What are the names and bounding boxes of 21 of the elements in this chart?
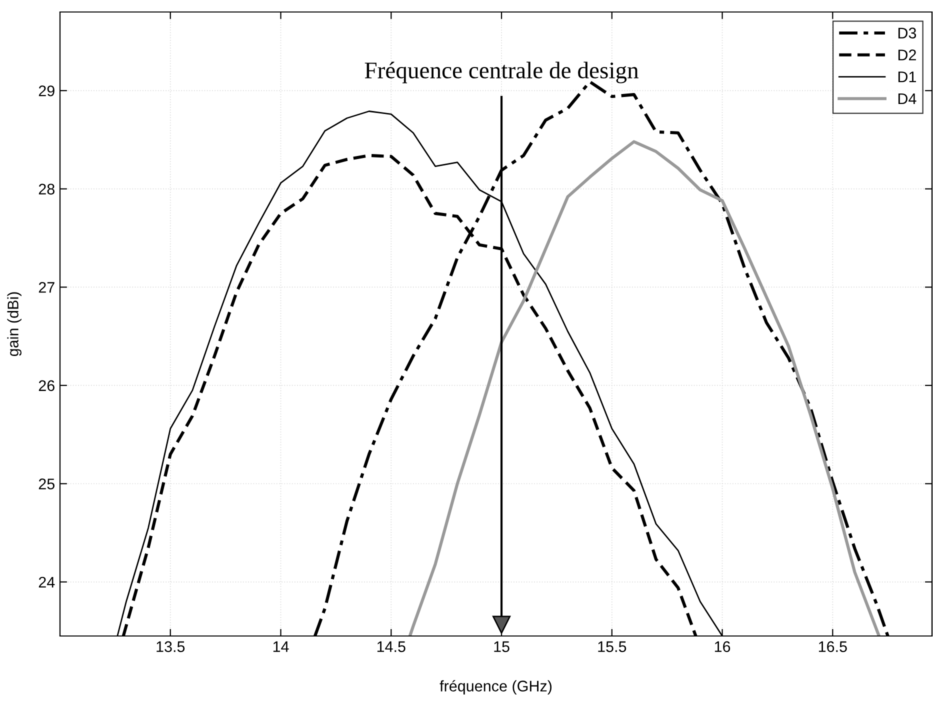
x-tick-label: 14 [273,641,289,652]
y-axis-title: gain (dBi) [7,292,22,356]
y-tick-label: 25 [38,478,54,490]
legend-label: D4 [898,93,916,104]
y-tick-label: 27 [38,282,54,293]
y-tick-label: 29 [38,85,54,96]
x-tick-label: 15.5 [598,641,626,652]
legend-label: D3 [898,28,916,38]
legend-label: D1 [898,72,916,82]
x-tick-label: 16.5 [818,641,847,652]
y-tick-label: 28 [38,184,54,195]
x-tick-label: 15 [494,641,510,652]
x-tick-label: 13.5 [156,641,185,652]
y-tick-label: 26 [38,380,54,392]
x-tick-label: 14.5 [377,641,406,652]
y-tick-label: 24 [38,576,55,588]
line-series [408,140,881,636]
legend-label: D2 [898,50,916,60]
x-axis-title: fréquence (GHz) [440,680,552,695]
x-tick-label: 16 [714,641,730,652]
ref-line-label: Fréquence centrale de design [364,62,638,84]
